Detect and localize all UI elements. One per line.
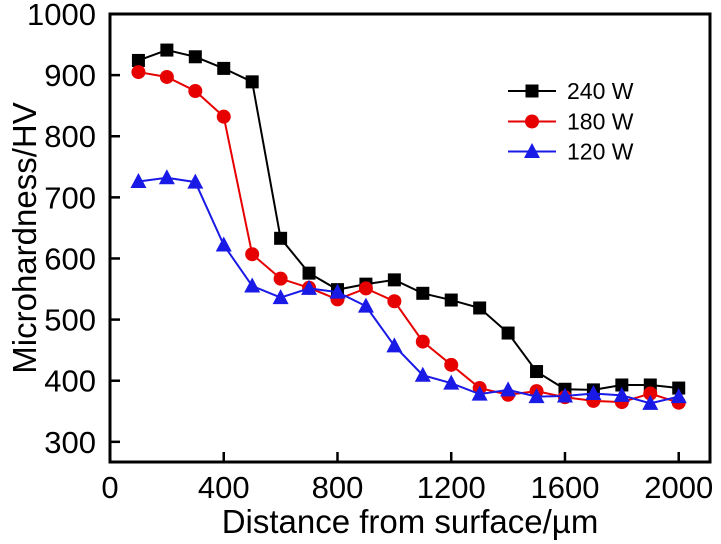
y-tick-label: 400 <box>44 364 96 399</box>
x-tick-label: 400 <box>198 470 250 505</box>
y-tick-label: 500 <box>44 303 96 338</box>
data-point-240-w <box>530 365 544 379</box>
data-point-240-w <box>473 301 487 315</box>
data-point-120-w <box>528 388 545 404</box>
data-point-120-w <box>329 283 346 299</box>
chart-legend: 240 W 180 W 120 W <box>508 78 634 165</box>
legend-marker-square <box>525 84 539 98</box>
data-point-120-w <box>613 386 630 402</box>
data-point-120-w <box>414 366 431 382</box>
axis-ticks: 0 400 800 1200 1600 2000 300 400 500 600 700 800 900… <box>27 0 713 505</box>
data-point-120-w <box>386 337 403 353</box>
y-tick-label: 600 <box>44 241 96 276</box>
data-point-120-w <box>585 385 602 401</box>
data-point-120-w <box>158 169 175 185</box>
data-point-180-w <box>273 271 288 286</box>
legend-item: 180 W <box>508 109 634 135</box>
data-point-120-w <box>244 277 261 293</box>
data-point-120-w <box>642 394 659 410</box>
y-tick-label: 300 <box>44 425 96 460</box>
legend-marker-triangle <box>524 143 540 158</box>
data-point-180-w <box>387 294 402 309</box>
data-point-120-w <box>301 279 318 295</box>
data-point-240-w <box>245 75 259 89</box>
data-point-240-w <box>501 326 515 340</box>
data-point-240-w <box>274 231 288 245</box>
x-tick-label: 1600 <box>530 470 599 505</box>
x-axis-title: Distance from surface/µm <box>222 503 599 540</box>
data-point-240-w <box>387 273 401 287</box>
legend-marker-circle <box>525 114 539 129</box>
y-tick-label: 800 <box>44 119 96 154</box>
y-tick-label: 1000 <box>27 0 96 32</box>
data-point-180-w <box>415 334 430 349</box>
legend-item: 240 W <box>508 78 634 104</box>
series-line-120-w <box>138 176 679 405</box>
data-point-240-w <box>672 381 686 395</box>
data-point-120-w <box>357 297 374 313</box>
data-point-180-w <box>188 84 203 99</box>
legend-label: 240 W <box>567 78 634 104</box>
data-point-240-w <box>416 286 430 300</box>
data-point-120-w <box>443 374 460 390</box>
data-point-240-w <box>188 50 202 64</box>
data-point-180-w <box>444 357 459 372</box>
x-tick-label: 0 <box>101 470 118 505</box>
data-point-240-w <box>615 378 629 392</box>
data-series <box>130 43 687 410</box>
data-point-240-w <box>160 43 174 57</box>
data-point-180-w <box>131 65 146 80</box>
data-point-240-w <box>131 53 145 67</box>
data-point-180-w <box>358 281 373 296</box>
x-tick-label: 2000 <box>644 470 713 505</box>
x-tick-label: 800 <box>312 470 364 505</box>
x-tick-label: 1200 <box>417 470 486 505</box>
data-point-120-w <box>471 385 488 401</box>
data-point-180-w <box>245 247 260 262</box>
legend-item: 120 W <box>508 139 634 165</box>
legend-label: 180 W <box>567 109 634 135</box>
data-point-120-w <box>670 388 687 404</box>
y-tick-label: 900 <box>44 58 96 93</box>
plot-frame <box>108 12 712 464</box>
data-point-120-w <box>500 381 517 397</box>
data-point-240-w <box>217 61 231 75</box>
data-point-240-w <box>302 266 316 280</box>
data-point-180-w <box>216 109 231 124</box>
data-point-120-w <box>187 173 204 189</box>
data-point-120-w <box>130 172 147 188</box>
data-point-120-w <box>215 236 232 252</box>
data-point-120-w <box>556 387 573 403</box>
data-point-180-w <box>643 386 658 401</box>
legend-label: 120 W <box>567 139 634 165</box>
y-tick-label: 700 <box>44 180 96 215</box>
y-axis-title: Microhardness/HV <box>6 102 43 373</box>
data-point-180-w <box>159 69 174 84</box>
data-point-240-w <box>444 293 458 307</box>
data-point-120-w <box>272 289 289 305</box>
